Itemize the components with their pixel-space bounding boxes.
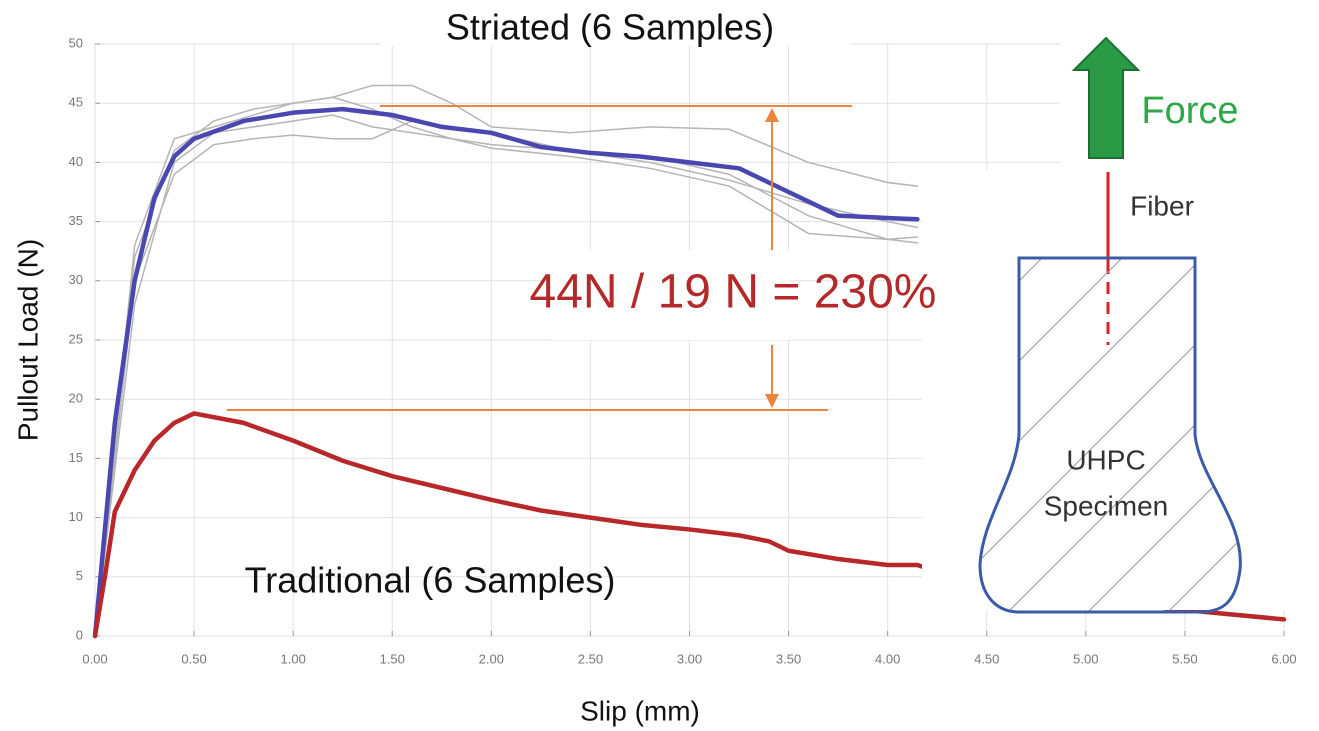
y-tick-label: 30 [69, 272, 83, 287]
mask [922, 170, 1319, 610]
annotation: Specimen [1044, 490, 1169, 521]
x-tick-label: 1.00 [281, 651, 306, 666]
y-tick-label: 25 [69, 331, 83, 346]
y-tick-label: 10 [69, 509, 83, 524]
x-tick-label: 6.00 [1271, 651, 1296, 666]
mask [380, 0, 850, 46]
mask [550, 250, 790, 340]
y-axis-label: Pullout Load (N) [12, 239, 43, 441]
annotation: UHPC [1066, 444, 1145, 475]
y-tick-label: 45 [69, 95, 83, 110]
annotation: Fiber [1130, 190, 1194, 221]
y-tick-label: 35 [69, 213, 83, 228]
y-tick-label: 40 [69, 154, 83, 169]
x-tick-label: 2.00 [479, 651, 504, 666]
data-line [92, 106, 920, 639]
annotation: Striated (6 Samples) [446, 7, 774, 48]
x-tick-label: 0.50 [181, 651, 206, 666]
x-tick-label: 3.00 [677, 651, 702, 666]
x-tick-label: 5.50 [1172, 651, 1197, 666]
y-tick-label: 20 [69, 391, 83, 406]
annotation: Force [1141, 90, 1238, 132]
y-tick-label: 50 [69, 35, 83, 50]
y-tick-label: 15 [69, 450, 83, 465]
annotation: Traditional (6 Samples) [245, 560, 616, 601]
x-tick-label: 2.50 [578, 651, 603, 666]
y-tick-label: 5 [76, 568, 83, 583]
x-tick-label: 4.00 [875, 651, 900, 666]
x-tick-label: 4.50 [974, 651, 999, 666]
x-tick-label: 1.50 [380, 651, 405, 666]
ratio-marker [227, 105, 852, 411]
x-tick-label: 3.50 [776, 651, 801, 666]
specimen-diagram [978, 36, 1242, 614]
annotation: 44N / 19 N = 230% [530, 266, 937, 319]
data-line [94, 96, 919, 637]
x-tick-label: 0.00 [82, 651, 107, 666]
x-tick-label: 5.00 [1073, 651, 1098, 666]
data-line [92, 411, 1287, 639]
y-tick-label: 0 [76, 627, 83, 642]
x-axis-label: Slip (mm) [580, 695, 700, 726]
